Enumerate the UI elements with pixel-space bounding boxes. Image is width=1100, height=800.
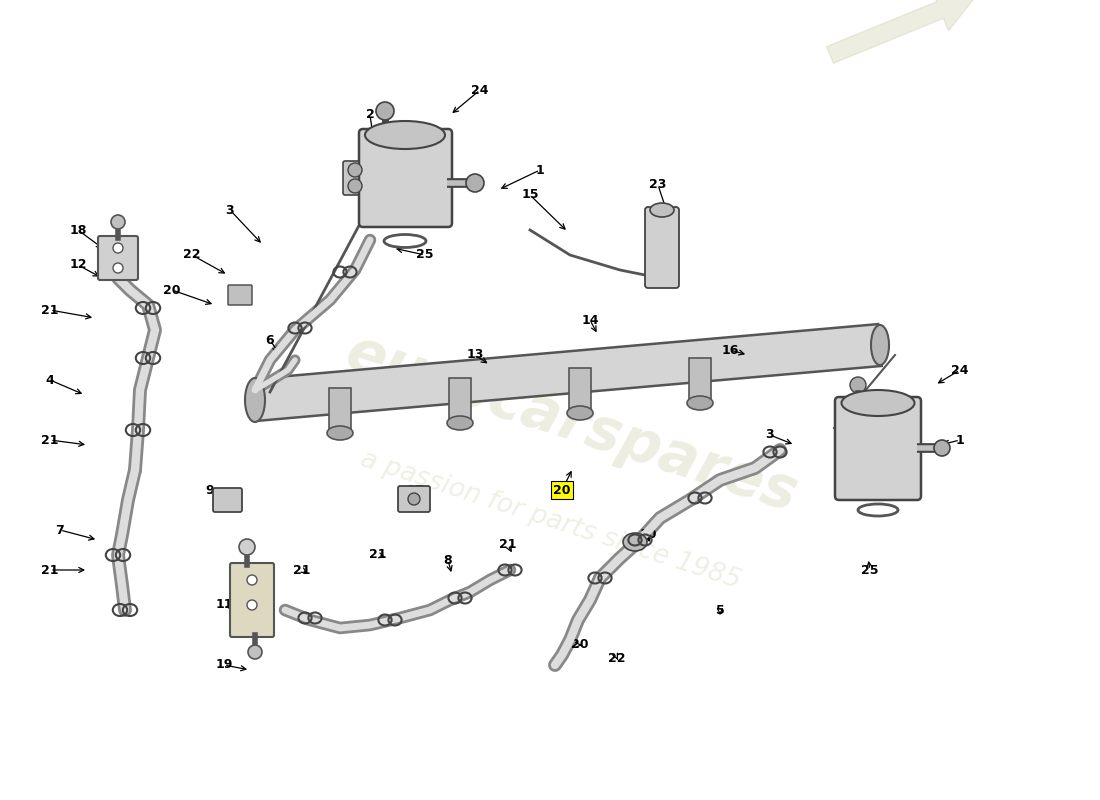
Text: 13: 13 xyxy=(466,349,484,362)
Text: 2: 2 xyxy=(365,109,374,122)
Ellipse shape xyxy=(365,121,446,149)
Text: 14: 14 xyxy=(581,314,598,326)
Text: 19: 19 xyxy=(216,658,233,671)
Text: 3: 3 xyxy=(766,429,774,442)
Text: 16: 16 xyxy=(722,343,739,357)
Text: 20: 20 xyxy=(163,283,180,297)
Text: 21: 21 xyxy=(42,434,58,446)
Ellipse shape xyxy=(688,396,713,410)
Circle shape xyxy=(376,102,394,120)
Polygon shape xyxy=(449,378,471,420)
Text: 24: 24 xyxy=(471,83,488,97)
Circle shape xyxy=(248,645,262,659)
Text: 25: 25 xyxy=(861,563,879,577)
FancyBboxPatch shape xyxy=(398,486,430,512)
Text: 9: 9 xyxy=(206,483,214,497)
Text: 11: 11 xyxy=(216,598,233,611)
Text: 21: 21 xyxy=(42,563,58,577)
Text: 6: 6 xyxy=(266,334,274,346)
Text: 21: 21 xyxy=(294,563,310,577)
Text: 5: 5 xyxy=(716,603,725,617)
Text: 12: 12 xyxy=(69,258,87,271)
Circle shape xyxy=(348,179,362,193)
Ellipse shape xyxy=(871,325,889,365)
Polygon shape xyxy=(253,324,882,421)
Circle shape xyxy=(348,163,362,177)
FancyBboxPatch shape xyxy=(228,285,252,305)
Circle shape xyxy=(850,377,866,393)
Text: eurocarspares: eurocarspares xyxy=(339,324,805,524)
Text: 24: 24 xyxy=(952,363,969,377)
Text: 18: 18 xyxy=(69,223,87,237)
FancyBboxPatch shape xyxy=(343,161,367,195)
Circle shape xyxy=(239,539,255,555)
Text: 8: 8 xyxy=(443,554,452,566)
Circle shape xyxy=(113,263,123,273)
Circle shape xyxy=(466,174,484,192)
Circle shape xyxy=(248,600,257,610)
Circle shape xyxy=(111,215,125,229)
FancyBboxPatch shape xyxy=(213,488,242,512)
Text: 4: 4 xyxy=(45,374,54,386)
Text: 20: 20 xyxy=(571,638,588,651)
Text: 22: 22 xyxy=(184,249,200,262)
Circle shape xyxy=(248,575,257,585)
Polygon shape xyxy=(689,358,711,400)
FancyArrow shape xyxy=(826,0,977,63)
Circle shape xyxy=(113,243,123,253)
Text: 1: 1 xyxy=(956,434,965,446)
Text: 25: 25 xyxy=(416,249,433,262)
FancyBboxPatch shape xyxy=(645,207,679,288)
Polygon shape xyxy=(329,388,351,430)
Text: 15: 15 xyxy=(521,189,539,202)
Text: 23: 23 xyxy=(649,178,667,191)
FancyBboxPatch shape xyxy=(98,236,138,280)
Text: 7: 7 xyxy=(56,523,65,537)
Polygon shape xyxy=(569,368,591,410)
FancyBboxPatch shape xyxy=(835,397,921,500)
Text: 21: 21 xyxy=(42,303,58,317)
Text: 3: 3 xyxy=(226,203,234,217)
Ellipse shape xyxy=(327,426,353,440)
FancyBboxPatch shape xyxy=(230,563,274,637)
Ellipse shape xyxy=(447,416,473,430)
Text: 1: 1 xyxy=(536,163,544,177)
Text: 20: 20 xyxy=(553,483,571,497)
Text: 22: 22 xyxy=(608,651,626,665)
Text: 17: 17 xyxy=(406,483,424,497)
Ellipse shape xyxy=(566,406,593,420)
Text: 21: 21 xyxy=(370,549,387,562)
Ellipse shape xyxy=(842,390,914,416)
Text: 10: 10 xyxy=(639,529,657,542)
Circle shape xyxy=(408,493,420,505)
Ellipse shape xyxy=(623,533,647,551)
Ellipse shape xyxy=(650,203,674,217)
Circle shape xyxy=(934,440,950,456)
Ellipse shape xyxy=(245,378,265,422)
FancyBboxPatch shape xyxy=(359,129,452,227)
Text: a passion for parts since 1985: a passion for parts since 1985 xyxy=(356,446,744,594)
Text: 21: 21 xyxy=(499,538,517,551)
